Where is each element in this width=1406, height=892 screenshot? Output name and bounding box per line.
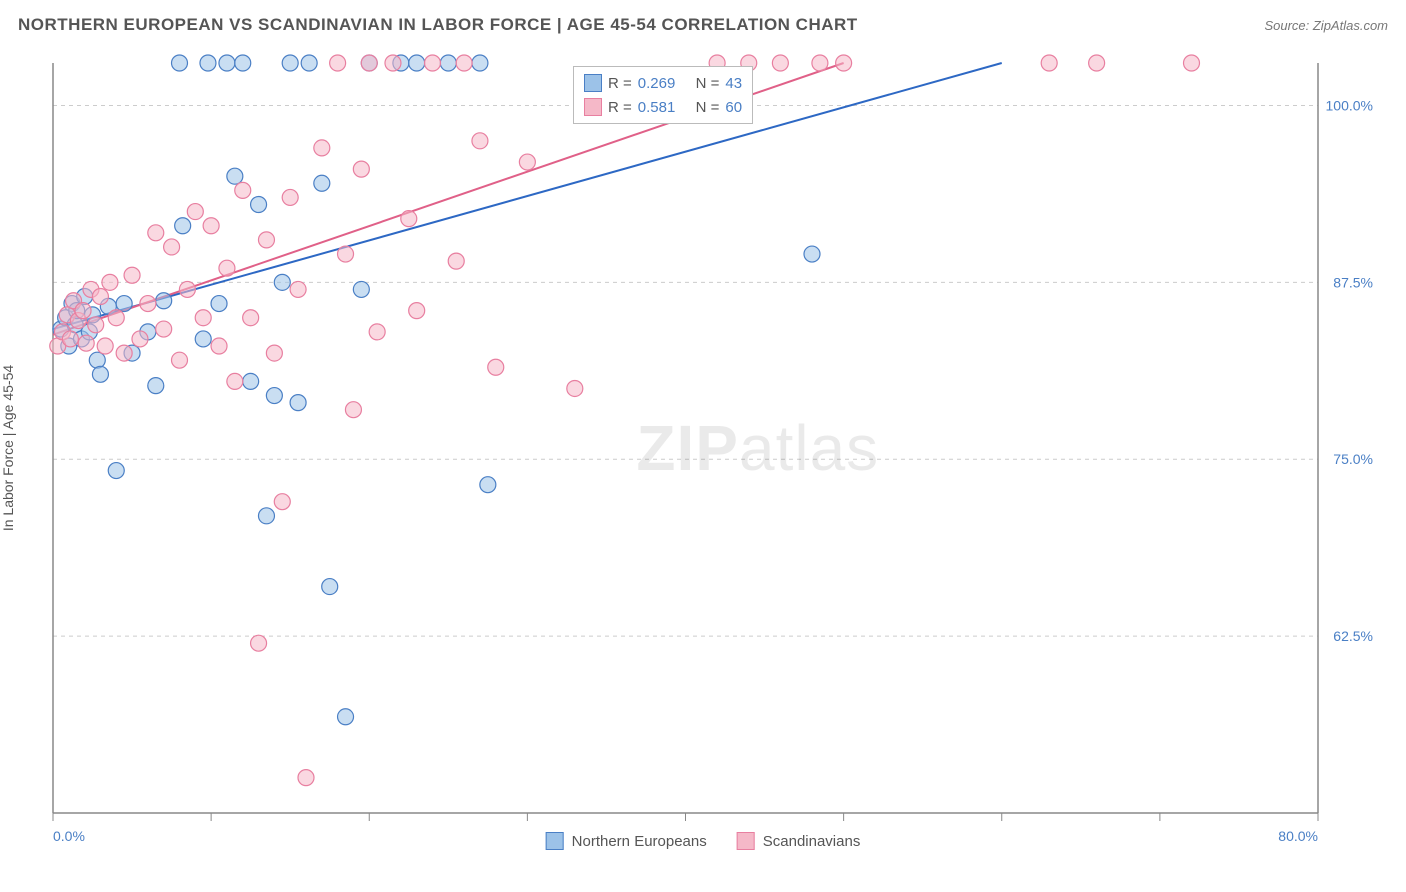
r-value-scandinavian: 0.581 [638, 99, 676, 116]
series-legend: Northern Europeans Scandinavians [546, 832, 861, 850]
svg-text:62.5%: 62.5% [1333, 628, 1373, 644]
svg-text:100.0%: 100.0% [1326, 97, 1373, 113]
swatch-northern [546, 832, 564, 850]
r-value-northern: 0.269 [638, 75, 676, 92]
legend-row-scandinavian: R = 0.581 N = 60 [584, 95, 742, 119]
swatch-scandinavian [584, 98, 602, 116]
n-label: N = [696, 99, 720, 116]
chart-container: In Labor Force | Age 45-54 100.0%87.5%75… [18, 48, 1388, 848]
legend-item-northern: Northern Europeans [546, 832, 707, 850]
legend-item-scandinavian: Scandinavians [737, 832, 861, 850]
y-axis-label: In Labor Force | Age 45-54 [0, 365, 16, 531]
chart-title: NORTHERN EUROPEAN VS SCANDINAVIAN IN LAB… [18, 15, 858, 35]
source-label: Source: ZipAtlas.com [1264, 18, 1388, 33]
legend-label-northern: Northern Europeans [572, 833, 707, 850]
scatter-plot: 100.0% 87.5% 75.0% 62.5% 0.0% 80.0% [18, 48, 1388, 848]
legend-label-scandinavian: Scandinavians [763, 833, 861, 850]
r-label: R = [608, 75, 632, 92]
r-label: R = [608, 99, 632, 116]
swatch-northern [584, 74, 602, 92]
n-value-scandinavian: 60 [725, 99, 742, 116]
svg-text:87.5%: 87.5% [1333, 274, 1373, 290]
n-value-northern: 43 [725, 75, 742, 92]
svg-text:80.0%: 80.0% [1278, 828, 1318, 844]
correlation-legend: R = 0.269 N = 43 R = 0.581 N = 60 [573, 66, 753, 124]
legend-row-northern: R = 0.269 N = 43 [584, 71, 742, 95]
swatch-scandinavian [737, 832, 755, 850]
svg-text:75.0%: 75.0% [1333, 451, 1373, 467]
n-label: N = [696, 75, 720, 92]
svg-text:0.0%: 0.0% [53, 828, 85, 844]
